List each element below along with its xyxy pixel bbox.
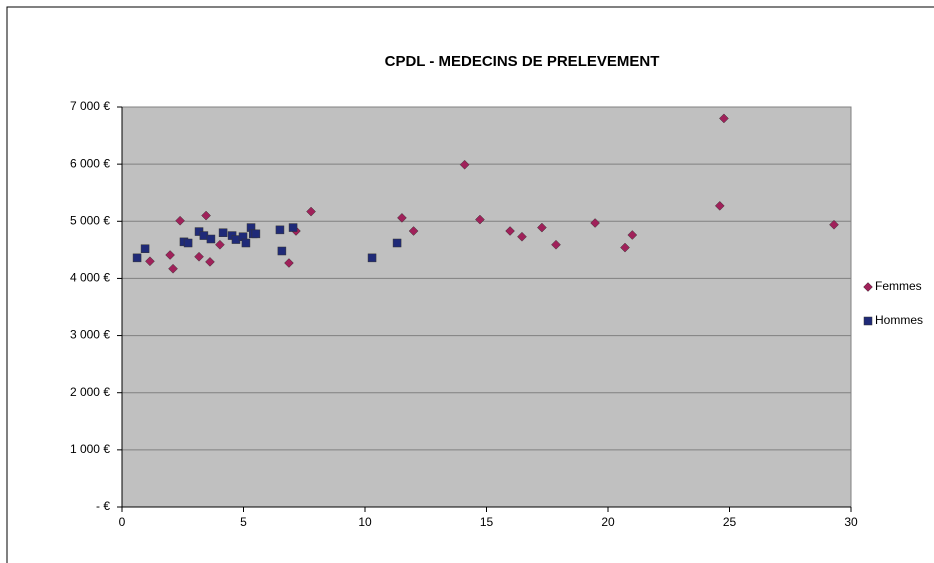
x-tick-label: 15: [480, 515, 494, 529]
point: [140, 244, 150, 253]
x-tick-label: 25: [723, 515, 737, 529]
point: [590, 218, 600, 228]
point: [175, 215, 185, 226]
legend-label: Femmes: [875, 279, 922, 293]
legend-label: Hommes: [875, 313, 923, 327]
y-tick-label: 6 000 €: [70, 156, 110, 170]
x-tick-label: 0: [119, 515, 126, 529]
point: [277, 246, 287, 256]
point: [517, 231, 527, 242]
point: [165, 250, 175, 260]
y-tick-label: 7 000 €: [70, 99, 110, 113]
x-tick-label: 20: [601, 515, 615, 529]
point: [168, 263, 178, 274]
point: [627, 230, 638, 240]
y-tick-label: 4 000 €: [70, 271, 110, 285]
y-tick-label: 3 000 €: [70, 328, 110, 342]
y-tick-label: - €: [96, 499, 110, 513]
point: [459, 159, 470, 170]
y-tick-label: 5 000 €: [70, 213, 110, 227]
point: [392, 238, 402, 248]
legend-marker: [863, 282, 873, 292]
point: [205, 257, 215, 267]
point: [218, 228, 228, 237]
point: [551, 239, 561, 250]
point: [367, 253, 377, 263]
point: [241, 238, 251, 248]
point: [194, 251, 204, 262]
point: [505, 226, 515, 236]
point: [397, 213, 407, 223]
point: [475, 214, 485, 225]
chart-title: CPDL - MEDECINS DE PRELEVEMENT: [385, 53, 660, 70]
plot-area: [121, 106, 852, 508]
point: [206, 234, 216, 244]
point: [132, 253, 142, 263]
point: [288, 223, 298, 232]
y-tick-label: 2 000 €: [70, 385, 110, 399]
point: [306, 206, 316, 217]
point: [275, 225, 285, 235]
point: [215, 239, 225, 250]
y-tick-label: 1 000 €: [70, 442, 110, 456]
point: [719, 113, 729, 124]
point: [183, 238, 193, 248]
point: [408, 226, 419, 236]
x-tick-label: 5: [240, 515, 247, 529]
point: [714, 201, 725, 211]
x-tick-label: 10: [358, 515, 372, 529]
point: [829, 219, 839, 230]
point: [537, 222, 547, 233]
point: [251, 229, 261, 239]
point: [201, 210, 211, 221]
x-tick-label: 30: [844, 515, 858, 529]
point: [145, 256, 155, 267]
point: [284, 258, 294, 268]
point: [620, 242, 630, 253]
legend-marker: [863, 316, 873, 326]
